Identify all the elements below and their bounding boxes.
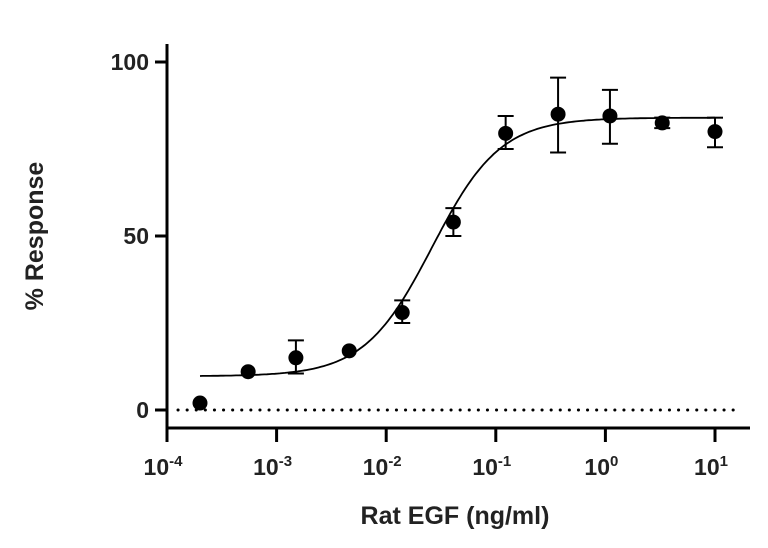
data-marker: [707, 124, 723, 140]
data-marker: [602, 108, 618, 124]
data-marker: [654, 115, 670, 131]
x-tick-labels: 10-4 10-3 10-2 10-1 100 101: [144, 453, 728, 480]
data-point: [394, 299, 411, 324]
data-marker: [445, 214, 461, 230]
y-tick-label: 50: [123, 223, 149, 249]
x-tick-label: 10-2: [363, 453, 402, 480]
data-marker: [394, 305, 410, 321]
fit-curve-group: [199, 116, 715, 377]
y-tick-label: 100: [111, 49, 149, 75]
x-tick-label: 101: [694, 453, 728, 480]
data-point: [707, 116, 723, 149]
data-point: [601, 88, 618, 145]
x-tick-label: 10-3: [253, 453, 292, 480]
x-tick-label: 100: [584, 453, 618, 480]
y-tick-label: 0: [136, 397, 149, 423]
data-point: [550, 76, 567, 154]
data-point: [240, 364, 256, 380]
x-axis-label: Rat EGF (ng/ml): [361, 502, 550, 530]
x-tick-label: 10-4: [144, 453, 184, 480]
data-marker: [192, 395, 208, 411]
fit-curve: [199, 116, 715, 377]
data-point: [341, 343, 357, 359]
data-point: [497, 114, 514, 150]
data-point: [192, 395, 208, 411]
data-marker: [550, 106, 566, 122]
data-marker: [288, 350, 304, 366]
data-points: [192, 76, 723, 411]
data-marker: [498, 125, 514, 141]
y-axis-label: % Response: [21, 162, 49, 311]
data-point: [287, 339, 304, 375]
y-tick-labels: 0 50 100: [111, 49, 149, 423]
data-point: [654, 115, 671, 131]
data-marker: [341, 343, 357, 359]
axes: [155, 44, 750, 442]
data-point: [445, 207, 462, 237]
x-tick-label: 10-1: [472, 453, 511, 480]
data-marker: [240, 364, 256, 380]
